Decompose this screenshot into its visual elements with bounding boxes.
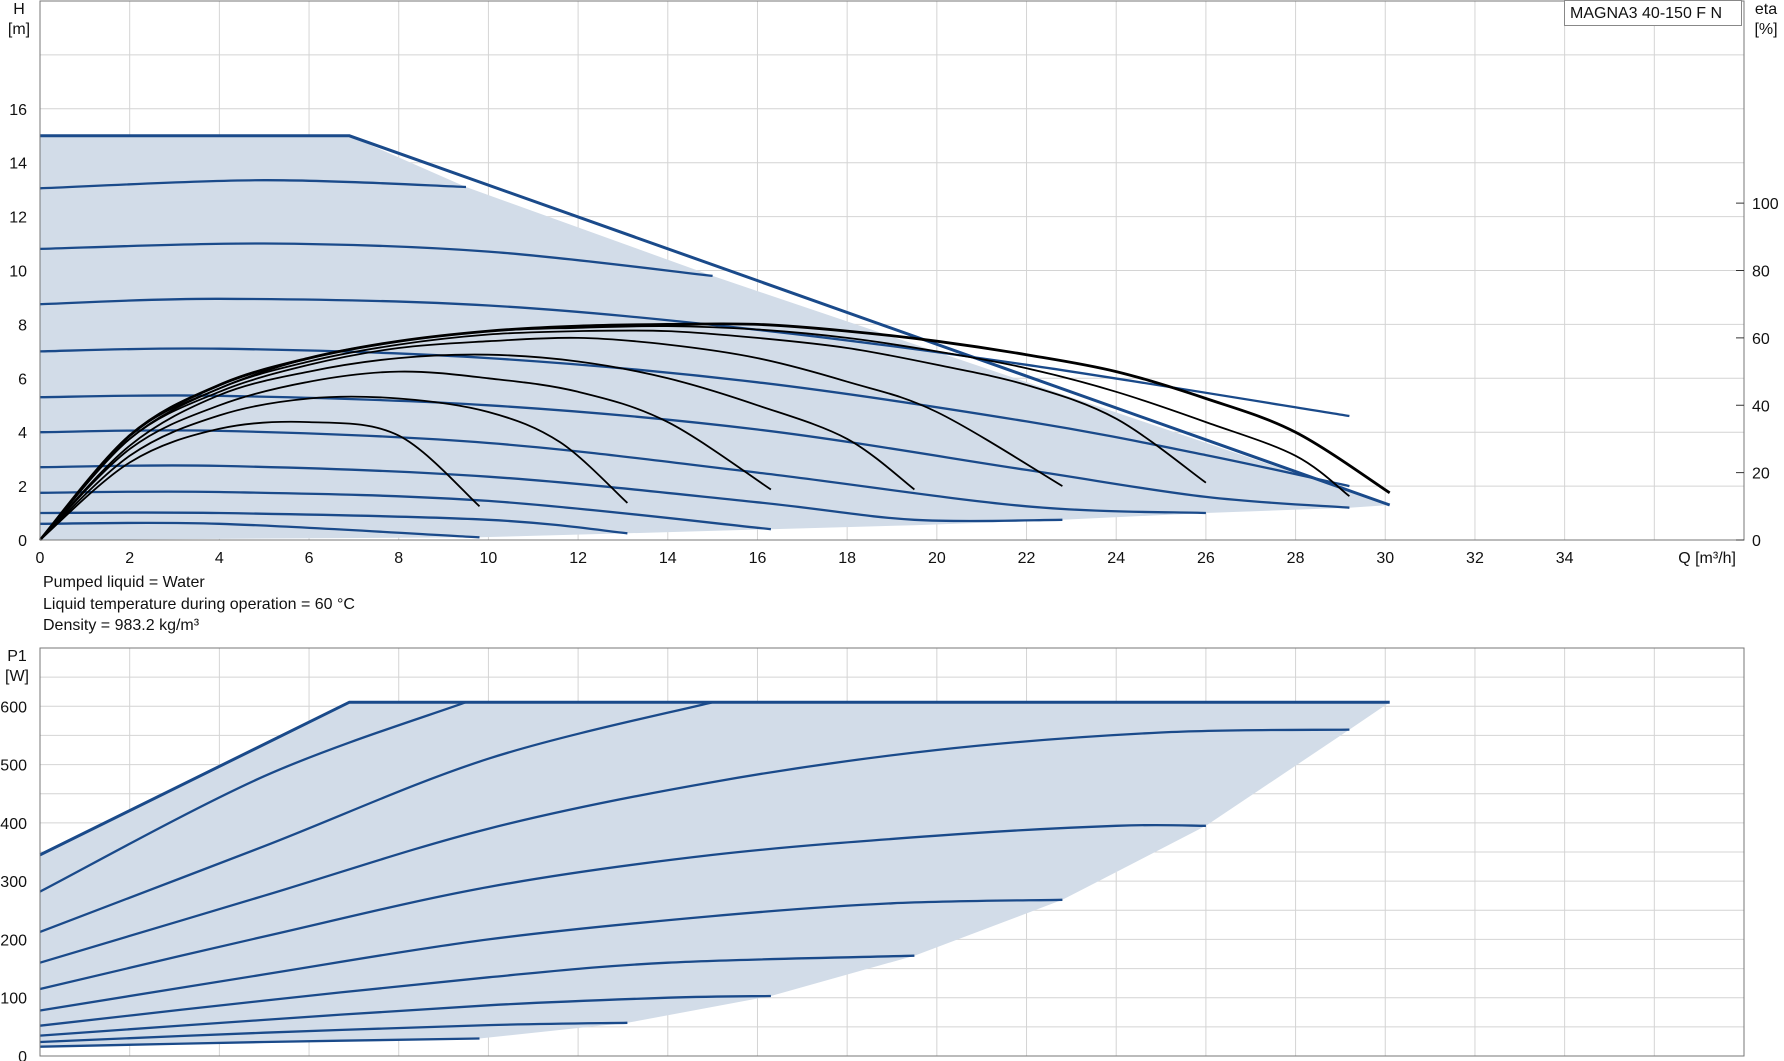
- pumped-liquid-note: Pumped liquid = Water: [43, 574, 205, 591]
- efficiency-tick-labels: 0 20 40 60 80 100: [1736, 196, 1779, 550]
- head-tick-label: 10: [9, 264, 27, 281]
- density-note: Density = 983.2 kg/m³: [43, 617, 200, 634]
- efficiency-tick-label: 0: [1752, 533, 1761, 550]
- head-curve: [39, 179, 467, 190]
- head-curve: [39, 511, 628, 535]
- power-curve: [39, 994, 771, 1037]
- flow-tick-label: 26: [1197, 550, 1215, 567]
- head-tick-label: 0: [18, 533, 27, 550]
- efficiency-curve: [39, 370, 772, 541]
- efficiency-axis-unit: [%]: [1754, 21, 1777, 38]
- power-tick-label: 100: [0, 991, 27, 1008]
- flow-tick-label: 0: [36, 550, 45, 567]
- flow-tick-label: 24: [1107, 550, 1125, 567]
- flow-tick-label: 10: [480, 550, 498, 567]
- power-tick-labels: 0 100 200 300 400 500 600: [0, 699, 27, 1061]
- head-tick-label: 16: [9, 102, 27, 119]
- power-tick-label: 300: [0, 874, 27, 891]
- liquid-temperature-note: Liquid temperature during operation = 60…: [43, 596, 355, 613]
- flow-tick-label: 4: [215, 550, 224, 567]
- efficiency-curves: [38, 322, 1391, 541]
- head-curve: [39, 464, 1063, 523]
- efficiency-curve: [39, 325, 1350, 541]
- efficiency-tick-label: 40: [1752, 398, 1770, 415]
- efficiency-curve: [39, 395, 629, 541]
- flow-tick-label: 18: [838, 550, 856, 567]
- power-curve: [39, 1021, 628, 1044]
- flow-tick-label: 28: [1287, 550, 1305, 567]
- flow-tick-label: 30: [1376, 550, 1394, 567]
- power-axis-unit: [W]: [5, 668, 29, 685]
- power-envelope: [40, 702, 1390, 1046]
- head-tick-label: 4: [18, 425, 27, 442]
- power-operating-area: [40, 702, 1390, 1046]
- power-curve-max: [39, 700, 1390, 857]
- power-tick-label: 0: [18, 1049, 27, 1061]
- power-tick-label: 400: [0, 816, 27, 833]
- power-tick-label: 600: [0, 699, 27, 716]
- efficiency-tick-label: 60: [1752, 331, 1770, 348]
- head-axis-unit: [m]: [8, 21, 30, 38]
- head-tick-label: 12: [9, 210, 27, 227]
- head-curve-max: [40, 134, 1391, 507]
- flow-tick-label: 32: [1466, 550, 1484, 567]
- pump-model-label: MAGNA3 40-150 F N: [1564, 0, 1742, 26]
- head-axis-label: H: [13, 1, 25, 18]
- power-curve: [39, 701, 713, 933]
- head-curve: [39, 297, 1350, 418]
- efficiency-tick-label: 20: [1752, 466, 1770, 483]
- head-tick-label: 2: [18, 479, 27, 496]
- head-curve: [39, 347, 1350, 488]
- efficiency-axis-label: eta: [1755, 1, 1777, 18]
- head-curve: [39, 242, 713, 278]
- head-tick-label: 8: [18, 317, 27, 334]
- head-tick-label: 6: [18, 371, 27, 388]
- flow-tick-label: 34: [1556, 550, 1574, 567]
- flow-tick-labels: 0 2 4 6 8 10 12 14 16 18 20 22 24 26 28 30 32 34: [36, 550, 1574, 567]
- head-curve: [39, 490, 772, 531]
- efficiency-curve-max: [38, 322, 1391, 541]
- efficiency-tick-label: 100: [1752, 196, 1779, 213]
- power-curves: [39, 700, 1390, 1048]
- power-tick-label: 200: [0, 932, 27, 949]
- head-curves: [39, 134, 1391, 539]
- flow-tick-label: 22: [1018, 550, 1036, 567]
- power-tick-label: 500: [0, 758, 27, 775]
- head-tick-label: 14: [9, 156, 27, 173]
- power-curve: [39, 1037, 480, 1048]
- efficiency-curve: [39, 420, 481, 541]
- power-curve: [39, 701, 467, 893]
- flow-tick-label: 8: [394, 550, 403, 567]
- flow-tick-label: 2: [125, 550, 134, 567]
- flow-tick-label: 16: [749, 550, 767, 567]
- power-curve: [39, 823, 1206, 991]
- power-curve: [39, 898, 1063, 1012]
- head-chart-grid: [40, 1, 1744, 540]
- efficiency-tick-label: 80: [1752, 264, 1770, 281]
- flow-tick-label: 14: [659, 550, 677, 567]
- head-curve: [39, 394, 1350, 509]
- head-tick-labels: 0 2 4 6 8 10 12 14 16: [9, 102, 27, 550]
- flow-tick-label: 20: [928, 550, 946, 567]
- head-envelope: [40, 135, 1390, 541]
- head-efficiency-chart: 0 2 4 6 8 10 12 14 16 18 20 22 24 26 28 30 32 34 02468101…: [8, 0, 1779, 567]
- power-curve: [39, 954, 915, 1027]
- flow-tick-label: 12: [569, 550, 587, 567]
- flow-axis-label: Q [m³/h]: [1678, 550, 1736, 567]
- power-axis-label: P1: [7, 648, 27, 665]
- power-curve: [39, 728, 1350, 964]
- head-curve: [39, 521, 480, 539]
- flow-tick-label: 6: [305, 550, 314, 567]
- efficiency-curve: [39, 336, 1063, 541]
- efficiency-curve: [39, 353, 915, 541]
- head-curve: [39, 429, 1206, 515]
- power-chart: 0 100 200 300 400 500 600 P1 [W]: [0, 647, 1745, 1061]
- head-operating-area: [40, 135, 1390, 541]
- power-chart-frame: [39, 647, 1745, 1057]
